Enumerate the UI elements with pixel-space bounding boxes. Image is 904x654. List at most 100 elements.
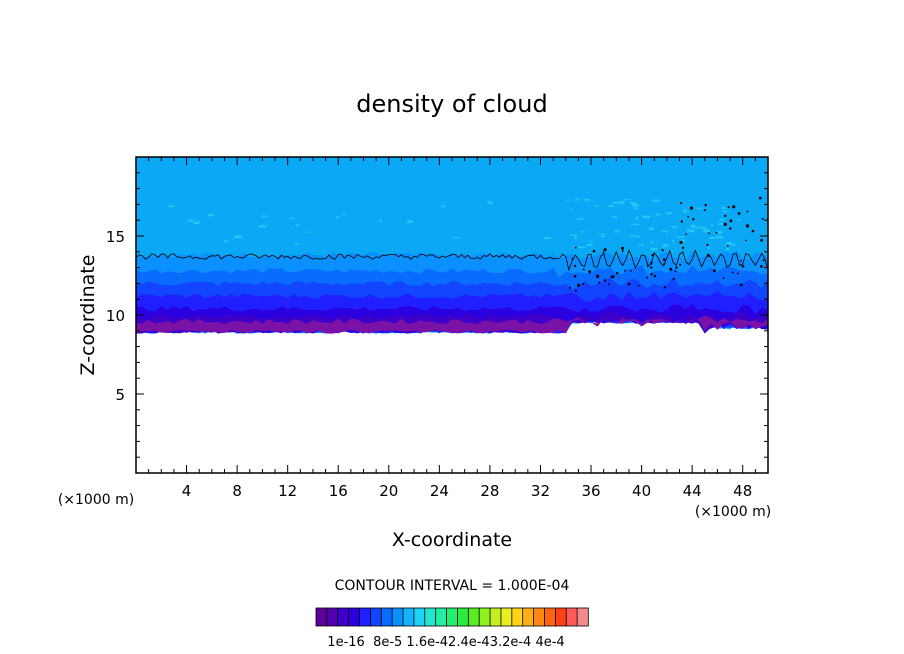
cloud-speckle [452, 236, 461, 239]
cloud-speckle [725, 243, 732, 246]
cloud-speckle [663, 244, 670, 247]
contour-fragment [689, 206, 694, 210]
cloud-speckle [584, 198, 591, 201]
contour-fragment [707, 254, 711, 258]
cloud-speckle [638, 244, 644, 246]
contour-fragment [598, 281, 601, 284]
contour-fragment [713, 269, 716, 272]
cloud-speckle [661, 230, 669, 233]
cloud-speckle [676, 236, 685, 238]
contour-fragment [627, 282, 631, 286]
cloud-speckle [634, 207, 638, 210]
contour-fragment [739, 260, 742, 262]
cloud-speckle [614, 229, 620, 233]
x-tick-label: 44 [683, 482, 702, 500]
contour-fragment [653, 274, 657, 278]
contour-fragment [745, 239, 747, 242]
cloud-speckle [690, 224, 696, 228]
contour-fragment [602, 251, 605, 253]
contour-fragment [746, 210, 749, 213]
contour-fragment [568, 286, 572, 289]
contour-fragment [575, 246, 577, 249]
contour-fragment [675, 266, 678, 269]
contour-fragment [582, 268, 585, 271]
contour-fragment [759, 196, 762, 200]
contour-fragment [703, 209, 706, 212]
cloud-speckle [666, 212, 672, 215]
contour-fragment [740, 283, 743, 287]
contour-fragment [582, 282, 585, 285]
cloud-speckle [722, 210, 726, 213]
cloud-speckle [406, 220, 413, 224]
contour-fragment [650, 261, 653, 265]
colorbar-swatch [326, 607, 339, 627]
colorbar-swatch [446, 607, 459, 627]
contour-fragment [646, 276, 648, 279]
cloud-speckle [652, 199, 660, 202]
cloud-speckle [730, 243, 736, 246]
contour-line [135, 248, 769, 272]
cloud-speckle [612, 201, 619, 204]
contour-fragment [588, 270, 592, 274]
cloud-speckle [601, 235, 605, 238]
cloud-speckle [715, 230, 722, 234]
cloud-speckle [586, 243, 593, 246]
cloud-speckle [575, 198, 579, 201]
contour-fragment [650, 266, 653, 269]
colorbar-swatch [511, 607, 524, 627]
contour-fragment [741, 264, 745, 268]
cloud-speckle [543, 237, 551, 239]
cloud-speckle [261, 215, 268, 218]
cloud-speckle [569, 234, 577, 236]
contour-fragment [761, 217, 764, 220]
colorbar-swatch [359, 607, 372, 627]
contour-fragment [592, 249, 596, 253]
contour-fragment [577, 283, 581, 287]
colorbar-swatch [348, 607, 361, 627]
contour-fragment [760, 238, 763, 242]
contour-fragment [724, 214, 727, 217]
x-unit-left: (×1000 m) [58, 492, 134, 508]
cloud-speckle [736, 219, 742, 221]
cloud-speckle [307, 231, 312, 233]
x-tick-label: 48 [733, 482, 752, 500]
contour-fragment [687, 216, 689, 218]
cloud-speckle [707, 246, 711, 249]
cloud-speckle [579, 231, 586, 233]
contour-interval-label: CONTOUR INTERVAL = 1.000E-04 [335, 578, 570, 594]
colorbar-swatch [457, 607, 470, 627]
contour-fragment [737, 212, 741, 215]
contour-fragment [729, 227, 732, 230]
cloud-speckle [686, 229, 695, 233]
contour-fragment [715, 231, 718, 234]
contour-fragment [751, 229, 755, 233]
cloud-speckle [594, 204, 599, 207]
x-unit-right: (×1000 m) [695, 504, 771, 520]
cloud-speckle [608, 205, 614, 208]
cloud-speckle [577, 246, 586, 249]
colorbar-swatch [554, 607, 567, 627]
cloud-speckle [336, 216, 340, 219]
contour-fragment [731, 271, 734, 274]
contour-fragment [603, 248, 607, 252]
contour-fragment [708, 232, 711, 235]
cloud-speckle [642, 215, 650, 219]
contour-fragment [662, 258, 666, 261]
contour-fragment [637, 284, 640, 287]
contour-fragment [745, 224, 750, 228]
cloud-speckle [207, 214, 215, 217]
colorbar-swatch [576, 607, 589, 627]
x-tick-label: 20 [379, 482, 398, 500]
colorbar-swatch [380, 607, 393, 627]
colorbar-swatch [467, 607, 480, 627]
contour-fragment [679, 263, 682, 266]
colorbar-swatch [533, 607, 546, 627]
cloud-speckle [655, 213, 661, 216]
colorbar-swatch [500, 607, 513, 627]
cloud-speckle [612, 216, 618, 218]
contour-fragment [663, 262, 666, 265]
cloud-speckle [726, 241, 732, 245]
cloud-speckle [682, 209, 687, 212]
contour-fragment [723, 222, 727, 226]
contour-fragment [674, 270, 677, 273]
